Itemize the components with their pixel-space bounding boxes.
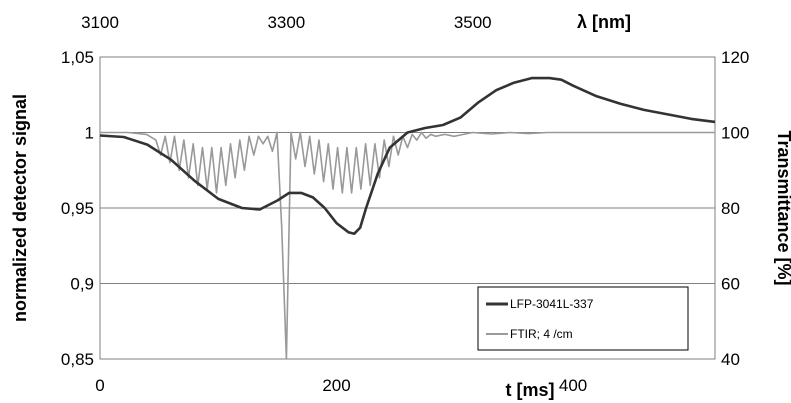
series-layer [99, 76, 716, 360]
series-line-ftir [100, 131, 715, 360]
y2-tick-label: 120 [721, 48, 749, 67]
y-tick-label: 0,95 [61, 199, 94, 218]
x2-tick-label: 3300 [267, 13, 305, 32]
y2-tick-label: 60 [721, 275, 740, 294]
y-tick-label: 1,05 [61, 48, 94, 67]
x2-axis-label: λ [nm] [577, 12, 631, 32]
y2-tick-label: 40 [721, 350, 740, 369]
x-axis-label: t [ms] [506, 380, 555, 400]
legend-label-ftir: FTIR; 4 /cm [510, 327, 573, 341]
plot-area [99, 56, 716, 360]
legend-label-lfp: LFP-3041L-337 [510, 297, 594, 311]
x-tick-label: 400 [559, 376, 587, 395]
y-tick-label: 0,9 [70, 275, 94, 294]
x2-tick-label: 3500 [454, 13, 492, 32]
series-line-lfp [99, 76, 716, 235]
y2-tick-label: 100 [721, 124, 749, 143]
x-tick-label: 0 [95, 376, 104, 395]
legend-box [477, 286, 689, 351]
y-tick-label: 0,85 [61, 350, 94, 369]
x2-tick-label: 3100 [81, 13, 119, 32]
top-axis-ticks: 3100 3300 3500 [81, 13, 492, 32]
right-axis-ticks: 40 60 80 100 120 [721, 48, 749, 369]
y2-axis-label: Transmittance [%] [774, 130, 791, 285]
y-tick-label: 1 [85, 124, 94, 143]
x-tick-label: 200 [322, 376, 350, 395]
bottom-axis-ticks: 0 200 400 [95, 376, 587, 395]
legend: LFP-3041L-337 FTIR; 4 /cm [477, 286, 689, 351]
y-axis-label: normalized detector signal [10, 94, 30, 322]
y2-tick-label: 80 [721, 199, 740, 218]
left-axis-ticks: 0,85 0,9 0,95 1 1,05 [61, 48, 94, 369]
